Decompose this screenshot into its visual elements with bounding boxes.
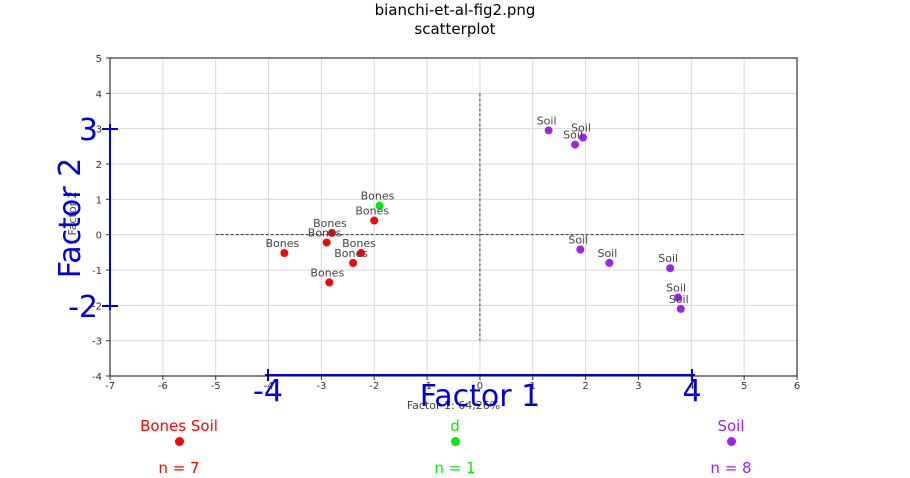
x-tick-label: 2 [582, 381, 588, 392]
overlay-x-tick-label: 4 [682, 374, 701, 409]
x-tick-label: -5 [211, 381, 221, 392]
point-label: Bones [310, 266, 344, 279]
data-point [605, 258, 614, 267]
point-label: Soil [537, 114, 557, 127]
point-label: Bones [313, 217, 347, 230]
data-point [357, 249, 366, 258]
plot-frame [109, 57, 798, 377]
data-point [666, 264, 675, 273]
point-label: Soil [563, 129, 583, 142]
point-label: Soil [571, 122, 591, 135]
window-subtitle: scatterplot [414, 20, 496, 38]
point-label: Soil [666, 282, 686, 295]
y-tick-label: -3 [92, 337, 102, 348]
legend-marker [450, 437, 460, 446]
point-label: Bones [266, 237, 300, 250]
legend-label: Soil [717, 417, 745, 435]
point-label: Bones [342, 237, 376, 250]
data-point [322, 238, 331, 247]
x-tick-label: 6 [794, 381, 800, 392]
y-tick-label: -2 [92, 301, 102, 312]
data-point [327, 228, 336, 237]
data-point [280, 249, 289, 258]
overlay-y-tick-label: 3 [79, 113, 98, 148]
y-tick-label: 4 [96, 89, 102, 100]
point-label: Soil [658, 252, 678, 265]
x-tick-label: -6 [158, 381, 168, 392]
legend-item: d n = 1 [355, 415, 555, 478]
original-figure: -7 -6 -5 -4 -3 -2 -1 0 1 2 3 4 5 6 -4 -3 -2 -1 0 1 2 3 4 5 Facto… [66, 54, 800, 412]
y-tick-label: 3 [96, 125, 102, 136]
data-point [349, 258, 358, 267]
legend-marker [174, 437, 184, 446]
y-tick-label: -1 [92, 266, 102, 277]
x-tick-label: -1 [422, 381, 432, 392]
y-tick-label: 2 [96, 160, 102, 171]
legend-label: Bones Soil [140, 417, 218, 435]
point-label: Bones [334, 247, 368, 260]
data-point [676, 304, 685, 313]
point-label: Soil [669, 293, 689, 306]
point-label: Soil [568, 234, 588, 247]
overlay-y-tick-label: -2 [68, 290, 98, 325]
y-tick-label: 1 [96, 195, 102, 206]
y-axis-title-original: Factor 2 [66, 191, 79, 235]
legend-count: n = 1 [434, 459, 476, 477]
point-label: Soil [597, 247, 617, 260]
x-tick-label: 1 [530, 381, 536, 392]
window-title: bianchi-et-al-fig2.png [374, 1, 536, 19]
gridlines [109, 57, 798, 377]
x-tick-label: -2 [369, 381, 379, 392]
legend-count: n = 8 [710, 459, 752, 477]
data-point [571, 140, 580, 149]
y-axis-title: Factor 2 [53, 158, 88, 278]
point-label: Bones [361, 190, 395, 203]
x-tick-label: -4 [264, 381, 274, 392]
overlay-x-tick-label: -4 [253, 374, 283, 409]
x-tick-label: 0 [477, 381, 483, 392]
legend-count: n = 7 [158, 459, 200, 477]
legend-label: d [450, 417, 460, 435]
point-label: Bones [355, 205, 389, 218]
y-tick-label: 5 [96, 54, 102, 65]
overlay-axes: -4 4 -2 3 Factor 1 Factor 2 [53, 113, 702, 414]
x-tick-label: 5 [741, 381, 747, 392]
point-label: Bones [308, 226, 342, 239]
data-point [578, 133, 587, 142]
x-axis-title-original: Factor 1: 64,26% [407, 399, 500, 412]
data-point [674, 293, 683, 302]
x-tick-label: -7 [105, 381, 115, 392]
data-point [375, 201, 384, 210]
x-tick-label: 3 [635, 381, 641, 392]
y-tick-label: 0 [96, 231, 102, 242]
legend-item: Soil n = 8 [631, 415, 831, 478]
x-axis-title: Factor 1 [420, 379, 540, 414]
legend-item: Bones Soil n = 7 [79, 415, 279, 478]
data-point [370, 216, 379, 225]
x-tick-label: 4 [688, 381, 694, 392]
data-point [576, 245, 585, 254]
legend-marker [726, 437, 736, 446]
data-point [544, 126, 553, 135]
y-tick-label: -4 [92, 372, 102, 383]
data-point [325, 278, 334, 287]
x-tick-label: -3 [316, 381, 326, 392]
